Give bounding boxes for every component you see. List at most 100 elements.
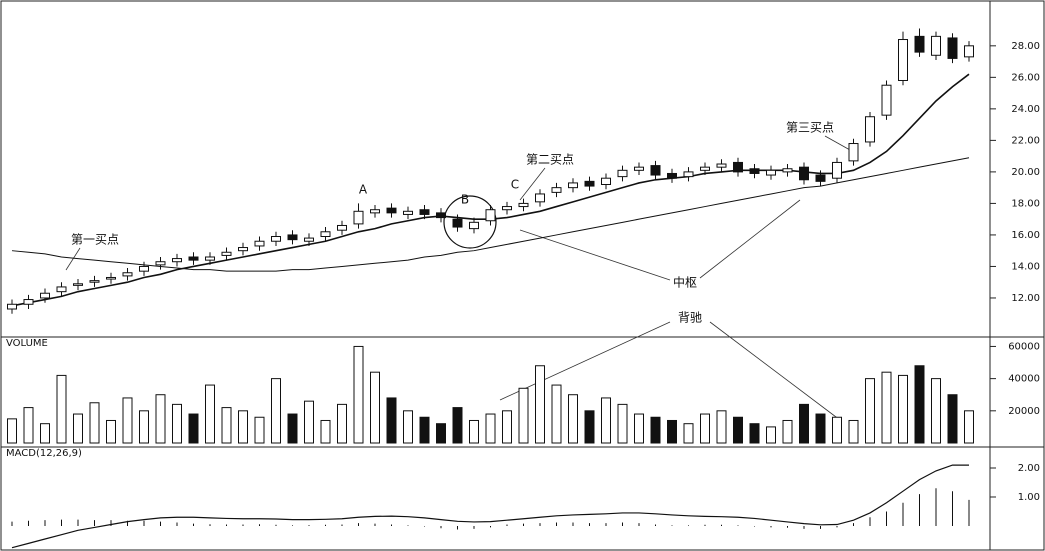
volume-bar [518,387,529,444]
volume-bar [782,419,793,444]
candle-body [815,174,826,182]
volume-bar [634,413,644,444]
candle-body [287,234,298,241]
candle-body [881,84,892,116]
candle-body [914,35,925,53]
volume-bar [502,410,512,444]
candle-body [799,166,809,181]
candle-body [502,206,512,211]
candle-body [832,161,842,179]
volume-bar [106,419,116,444]
volume-bar [716,410,727,444]
annotation: 第三买点 [786,121,834,135]
highlight-circle [443,195,497,249]
volume-bar [650,416,661,444]
volume-bar [667,419,677,444]
volume-bar [881,371,892,444]
volume-bar [865,378,875,444]
volume-title: VOLUME [6,338,48,349]
candle-body [122,272,133,277]
y-tick-label: 18.00 [1011,198,1040,209]
volume-bar [172,403,182,444]
volume-bar [139,410,149,444]
candle-body [304,237,314,242]
candle-body [865,116,875,143]
volume-bar [683,423,694,444]
y-tick-label: 26.00 [1011,72,1040,83]
volume-bar [766,426,776,444]
macd-dif-line [11,464,969,549]
annotation: A [359,183,368,197]
candle-body [271,236,281,242]
candle-body [386,207,397,214]
candle-body [106,276,116,280]
candle-body [254,240,265,247]
candle-body [436,212,446,219]
ma-long-line [11,157,970,272]
candle-body [716,163,727,168]
candle-body [947,37,958,59]
volume-bar [89,402,100,444]
candle-body [634,166,644,171]
volume-bar [287,413,298,444]
candle-body [337,224,347,231]
volume-bar [436,423,446,444]
candle-body [23,299,34,305]
volume-bar [700,413,710,444]
annotation: 中枢 [673,275,697,290]
annotation: 第二买点 [526,153,574,167]
volume-bar [238,410,248,444]
volume-bar [799,403,809,444]
volume-bar [832,416,842,444]
volume-bar [419,416,430,444]
candle-body [73,283,83,286]
candle-body [403,210,413,215]
candle-body [40,292,50,299]
volume-bar [386,397,397,444]
volume-bar [40,423,50,444]
candle-body [469,221,479,230]
volume-bar [271,378,281,444]
annotation: C [511,178,519,192]
candle-body [7,303,17,310]
volume-bar [947,394,958,444]
candle-body [89,280,100,283]
candle-body [766,169,776,176]
volume-bar [122,397,133,444]
y-tick-label: 16.00 [1011,230,1040,241]
y-tick-label: 60000 [1008,341,1040,352]
y-tick-label: 14.00 [1011,261,1040,272]
ma-short-line [11,73,970,307]
candle-body [221,251,232,256]
y-tick-label: 20000 [1008,406,1040,417]
volume-bar [848,419,859,444]
candle-body [535,193,545,203]
candle-body [848,143,859,162]
candle-body [370,209,380,214]
volume-bar [601,397,611,444]
volume-bar [56,374,67,444]
volume-bar [485,413,496,444]
candle-body [898,39,908,81]
annotation: B [461,193,469,207]
volume-bar [469,419,479,444]
candle-body [452,218,463,228]
candle-body [584,180,595,187]
candle-body [205,256,215,261]
annotation: 背驰 [678,311,702,325]
volume-bar [254,416,265,444]
candle-body [700,166,710,171]
candle-body [238,247,248,252]
candle-body [749,168,760,174]
candle-body [419,209,430,215]
volume-bar [535,365,545,444]
candle-body [485,209,496,222]
y-tick-label: 20.00 [1011,167,1040,178]
y-tick-label: 12.00 [1011,293,1040,304]
volume-bar [221,407,232,444]
candle-body [650,165,661,176]
candle-body [931,35,941,56]
candle-body [782,168,793,173]
candle-body [155,261,166,266]
